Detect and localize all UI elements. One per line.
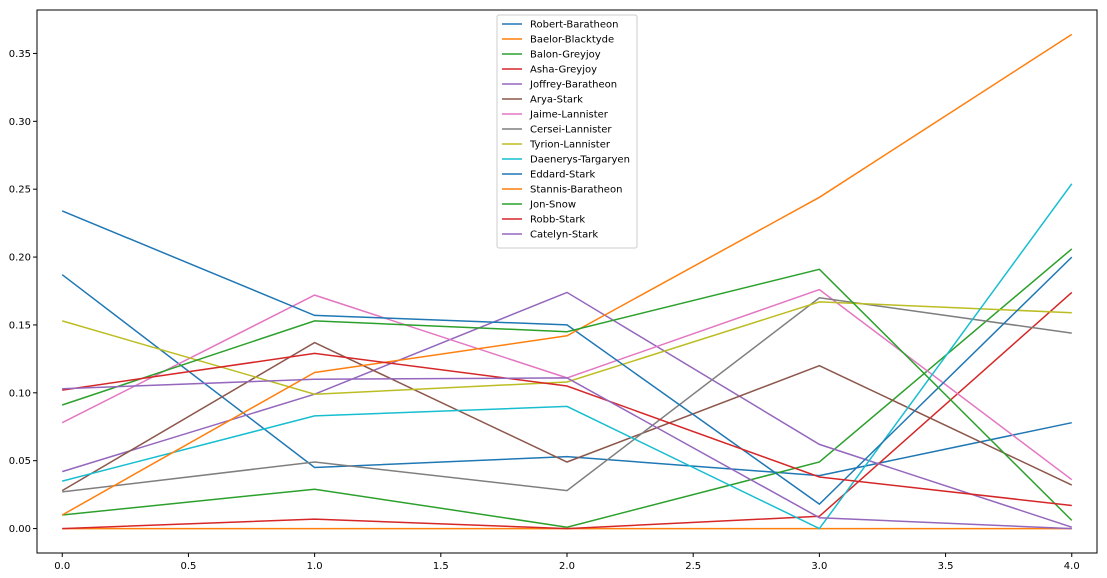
x-tick-label: 0.5 bbox=[180, 561, 196, 572]
y-tick-label: 0.00 bbox=[9, 524, 31, 535]
x-tick-label: 1.0 bbox=[307, 561, 323, 572]
legend-label: Arya-Stark bbox=[530, 95, 583, 106]
y-tick-label: 0.15 bbox=[9, 320, 31, 331]
y-tick-label: 0.35 bbox=[9, 49, 31, 60]
legend-label: Eddard-Stark bbox=[530, 170, 596, 181]
series-line-catelyn-stark bbox=[62, 377, 1072, 530]
x-tick-label: 4.0 bbox=[1064, 561, 1080, 572]
y-axis: 0.00 0.05 0.10 0.15 0.20 0.25 0.30 0.35 bbox=[9, 49, 37, 535]
legend-label: Asha-Greyjoy bbox=[530, 65, 597, 76]
legend-label: Tyrion-Lannister bbox=[529, 140, 611, 151]
x-tick-label: 3.0 bbox=[811, 561, 827, 572]
x-tick-label: 3.5 bbox=[938, 561, 954, 572]
y-tick-label: 0.30 bbox=[9, 117, 31, 128]
legend-label: Robb-Stark bbox=[530, 215, 585, 226]
series-line-eddard-stark bbox=[61, 210, 1073, 506]
legend-label: Joffrey-Baratheon bbox=[529, 80, 617, 91]
legend-box bbox=[496, 14, 638, 249]
legend-label: Daenerys-Targaryen bbox=[530, 155, 630, 166]
x-tick-label: 2.0 bbox=[559, 561, 575, 572]
x-axis: 0.0 0.5 1.0 1.5 2.0 2.5 3.0 3.5 4.0 bbox=[54, 553, 1080, 572]
legend-label: Catelyn-Stark bbox=[530, 230, 598, 241]
series-line-asha-greyjoy bbox=[62, 291, 1073, 530]
series-line-cersei-lannister bbox=[62, 297, 1072, 493]
x-tick-label: 0.0 bbox=[54, 561, 70, 572]
x-tick-label: 1.5 bbox=[433, 561, 449, 572]
series-line-balon-greyjoy bbox=[62, 248, 1073, 528]
series-line-robb-stark bbox=[62, 352, 1072, 507]
legend-label: Cersei-Lannister bbox=[530, 125, 612, 136]
series-line-stannis-baratheon bbox=[61, 33, 1073, 516]
y-tick-label: 0.20 bbox=[9, 253, 31, 264]
series-line-jon-snow bbox=[61, 268, 1073, 521]
y-tick-label: 0.10 bbox=[9, 388, 31, 399]
series-line-tyrion-lannister bbox=[61, 301, 1072, 395]
y-tick-label: 0.05 bbox=[9, 456, 31, 467]
series-line-daenerys-targaryen bbox=[62, 183, 1073, 530]
legend-label: Jaime-Lannister bbox=[529, 110, 609, 121]
series-line-jaime-lannister bbox=[61, 288, 1073, 481]
legend-label: Jon-Snow bbox=[529, 200, 576, 211]
legend-label: Robert-Baratheon bbox=[530, 20, 619, 31]
series-line-joffrey-baratheon bbox=[61, 291, 1073, 528]
legend: Robert-Baratheon Baelor-Blacktyde Balon-Gr… bbox=[496, 14, 638, 249]
series-line-arya-stark bbox=[61, 341, 1073, 492]
series-layer bbox=[61, 33, 1073, 530]
y-tick-label: 0.25 bbox=[9, 185, 31, 196]
x-tick-label: 2.5 bbox=[685, 561, 701, 572]
legend-label: Balon-Greyjoy bbox=[530, 50, 601, 61]
series-line-robert-baratheon bbox=[61, 274, 1072, 477]
legend-label: Stannis-Baratheon bbox=[530, 185, 622, 196]
legend-label: Baelor-Blacktyde bbox=[530, 35, 614, 46]
